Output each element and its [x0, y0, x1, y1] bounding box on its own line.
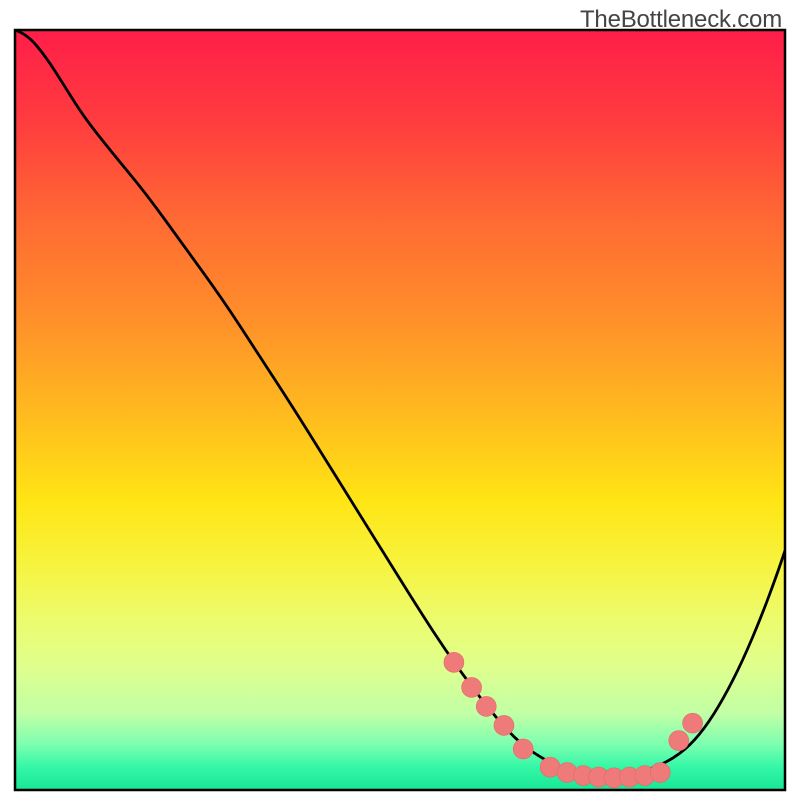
plot-svg	[0, 0, 800, 800]
curve-marker	[494, 715, 514, 735]
curve-marker	[650, 763, 670, 783]
watermark-label: TheBottleneck.com	[580, 6, 782, 34]
curve-marker	[444, 652, 464, 672]
curve-marker	[462, 677, 482, 697]
curve-marker	[513, 739, 533, 759]
curve-marker	[683, 713, 703, 733]
curve-marker	[669, 731, 689, 751]
curve-marker	[476, 696, 496, 716]
bottleneck-chart: TheBottleneck.com	[0, 0, 800, 800]
gradient-background	[15, 30, 785, 790]
